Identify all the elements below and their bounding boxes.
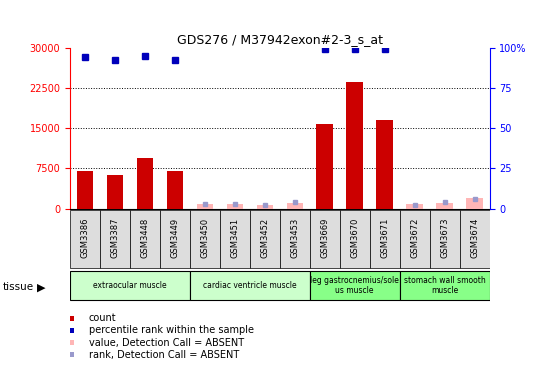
Bar (70, 270, 190, 300)
Bar (370, 210, 400, 268)
Bar (280, 210, 310, 268)
Bar (220, 210, 250, 268)
Bar (400, 210, 430, 268)
Bar (137, 158, 153, 209)
Bar (436, 203, 453, 209)
Bar (226, 203, 243, 209)
Text: GSM3672: GSM3672 (410, 217, 419, 258)
Bar (377, 120, 393, 209)
Text: GSM3450: GSM3450 (200, 217, 209, 258)
Bar (346, 82, 363, 209)
Text: GSM3448: GSM3448 (140, 217, 150, 258)
Bar (430, 210, 459, 268)
Text: GSM3451: GSM3451 (230, 217, 239, 258)
Bar (250, 210, 280, 268)
Bar (287, 203, 303, 209)
Bar (190, 210, 220, 268)
Bar (70, 210, 100, 268)
Bar (257, 205, 273, 209)
Text: leg gastrocnemius/sole
us muscle: leg gastrocnemius/sole us muscle (310, 276, 399, 295)
Text: GSM3453: GSM3453 (290, 217, 299, 258)
Bar (466, 198, 483, 209)
Bar (339, 210, 370, 268)
Bar (100, 210, 130, 268)
Text: GSM3674: GSM3674 (470, 217, 479, 258)
Text: value, Detection Call = ABSENT: value, Detection Call = ABSENT (89, 337, 244, 348)
Bar (167, 171, 183, 209)
Text: extraocular muscle: extraocular muscle (93, 281, 167, 290)
Bar (107, 175, 123, 209)
Bar (459, 210, 490, 268)
Text: GSM3386: GSM3386 (80, 217, 89, 258)
Text: GSM3669: GSM3669 (320, 217, 329, 258)
Text: ▶: ▶ (37, 282, 45, 292)
Bar (196, 204, 213, 209)
Text: rank, Detection Call = ABSENT: rank, Detection Call = ABSENT (89, 350, 239, 360)
Bar (316, 124, 333, 209)
Text: cardiac ventricle muscle: cardiac ventricle muscle (203, 281, 296, 290)
Text: GSM3670: GSM3670 (350, 217, 359, 258)
Text: GSM3452: GSM3452 (260, 217, 270, 258)
Bar (406, 204, 423, 209)
Text: percentile rank within the sample: percentile rank within the sample (89, 325, 254, 336)
Bar (190, 270, 310, 300)
Bar (77, 171, 93, 209)
Text: count: count (89, 313, 116, 324)
Text: tissue: tissue (3, 282, 34, 292)
Bar (160, 210, 190, 268)
Text: GSM3671: GSM3671 (380, 217, 389, 258)
Text: GSM3387: GSM3387 (110, 217, 119, 258)
Text: GSM3449: GSM3449 (171, 217, 179, 258)
Bar (310, 270, 400, 300)
Text: GSM3673: GSM3673 (440, 217, 449, 258)
Bar (130, 210, 160, 268)
Text: stomach wall smooth
muscle: stomach wall smooth muscle (404, 276, 485, 295)
Bar (310, 210, 339, 268)
Title: GDS276 / M37942exon#2-3_s_at: GDS276 / M37942exon#2-3_s_at (177, 33, 383, 46)
Bar (400, 270, 490, 300)
